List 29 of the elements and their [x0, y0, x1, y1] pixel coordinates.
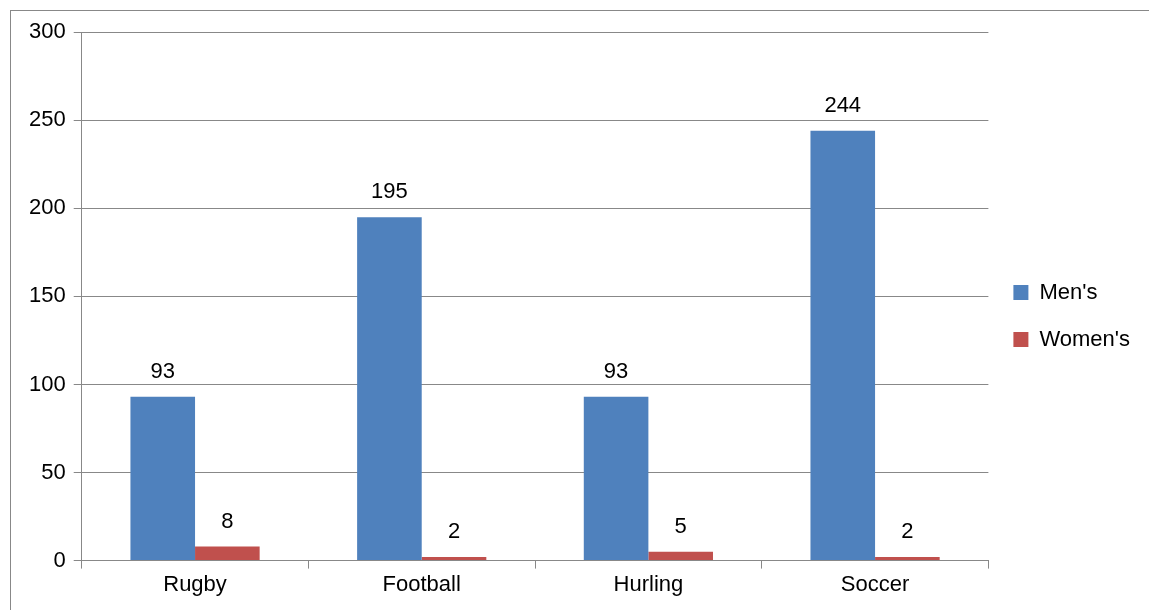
- y-tick-label: 250: [28, 106, 66, 132]
- y-tick-label: 150: [28, 282, 66, 308]
- bar: [357, 217, 422, 561]
- data-label: 2: [901, 518, 914, 544]
- x-tick-label: Rugby: [163, 570, 227, 596]
- bar: [810, 130, 876, 561]
- bar: [195, 546, 260, 561]
- y-tick-label: 50: [41, 458, 66, 484]
- data-label: 195: [371, 178, 408, 204]
- bar: [583, 396, 649, 561]
- x-tick-label: Soccer: [840, 570, 910, 596]
- legend-label: Men's: [1039, 278, 1098, 304]
- data-label: 8: [221, 507, 234, 533]
- y-tick-label: 200: [28, 194, 66, 220]
- legend-label: Women's: [1039, 325, 1131, 351]
- bar: [875, 557, 940, 561]
- y-tick-label: 100: [28, 370, 66, 396]
- bar: [130, 396, 196, 561]
- data-label: 5: [674, 512, 687, 538]
- x-tick-label: Football: [382, 570, 461, 596]
- data-label: 244: [824, 91, 862, 117]
- data-label: 93: [603, 357, 629, 383]
- bar: [421, 557, 487, 561]
- x-tick-label: Hurling: [613, 570, 684, 596]
- data-label: 93: [150, 357, 175, 383]
- y-tick-label: 0: [53, 546, 66, 572]
- bar: [648, 551, 713, 561]
- data-label: 2: [447, 518, 461, 544]
- y-tick-label: 300: [28, 18, 66, 44]
